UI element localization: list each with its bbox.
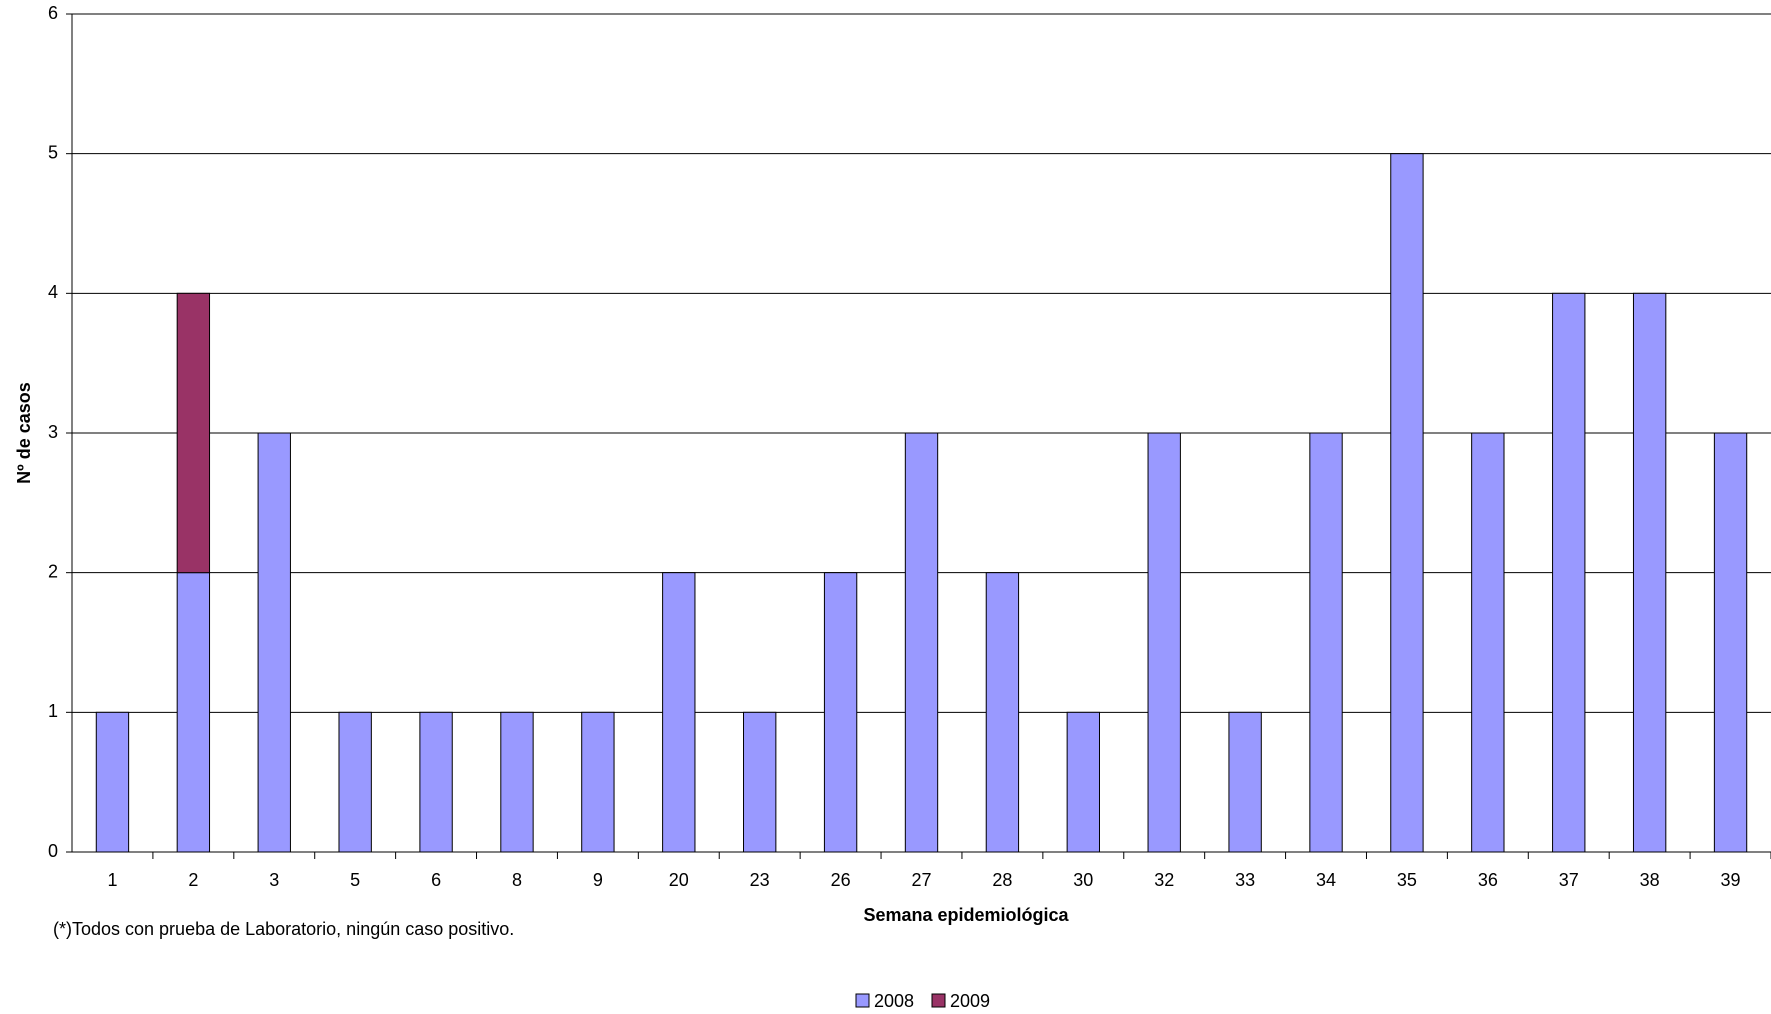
bar bbox=[1066, 711, 1100, 853]
bar bbox=[176, 292, 211, 574]
x-tick-label: 38 bbox=[1640, 870, 1660, 890]
bar bbox=[1147, 432, 1181, 853]
x-axis-label: Semana epidemiológica bbox=[863, 905, 1069, 925]
x-tick-label: 27 bbox=[911, 870, 931, 890]
x-tick-label: 39 bbox=[1721, 870, 1741, 890]
x-tick-label: 33 bbox=[1235, 870, 1255, 890]
y-tick-label: 3 bbox=[48, 422, 58, 442]
bar bbox=[1713, 432, 1748, 853]
x-tick-label: 36 bbox=[1478, 870, 1498, 890]
bar bbox=[823, 572, 858, 853]
bar bbox=[419, 711, 453, 853]
bar bbox=[95, 711, 130, 853]
bar bbox=[500, 711, 534, 853]
bar bbox=[1309, 432, 1343, 853]
x-tick-label: 8 bbox=[512, 870, 522, 890]
bar bbox=[743, 711, 777, 853]
x-tick-label: 3 bbox=[269, 870, 279, 890]
bar bbox=[1390, 153, 1424, 853]
legend-label: 2009 bbox=[950, 991, 990, 1011]
x-tick-label: 9 bbox=[593, 870, 603, 890]
bar bbox=[662, 572, 696, 853]
bar bbox=[338, 711, 372, 853]
x-tick-label: 6 bbox=[431, 870, 441, 890]
x-tick-label: 1 bbox=[107, 870, 117, 890]
x-tick-label: 23 bbox=[750, 870, 770, 890]
bar bbox=[985, 572, 1020, 853]
bar bbox=[1471, 432, 1505, 853]
bar bbox=[1632, 292, 1667, 853]
x-tick-label: 5 bbox=[350, 870, 360, 890]
bar bbox=[257, 432, 291, 853]
legend-label: 2008 bbox=[874, 991, 914, 1011]
y-tick-label: 4 bbox=[48, 282, 58, 302]
bar bbox=[581, 711, 615, 853]
x-tick-label: 32 bbox=[1154, 870, 1174, 890]
x-tick-label: 2 bbox=[188, 870, 198, 890]
x-tick-label: 20 bbox=[669, 870, 689, 890]
x-tick-label: 37 bbox=[1559, 870, 1579, 890]
y-tick-label: 5 bbox=[48, 142, 58, 162]
bar bbox=[176, 572, 211, 853]
x-tick-label: 30 bbox=[1073, 870, 1093, 890]
x-tick-label: 35 bbox=[1397, 870, 1417, 890]
y-tick-label: 1 bbox=[48, 701, 58, 721]
bar bbox=[1228, 711, 1262, 853]
y-tick-label: 6 bbox=[48, 3, 58, 23]
legend-swatch bbox=[931, 993, 946, 1008]
annotation: (*)Todos con prueba de Laboratorio, ning… bbox=[53, 919, 514, 939]
x-tick-label: 26 bbox=[831, 870, 851, 890]
bar bbox=[1552, 292, 1586, 853]
y-tick-label: 0 bbox=[48, 841, 58, 861]
y-tick-label: 2 bbox=[48, 561, 58, 581]
y-axis-label: Nº de casos bbox=[14, 382, 34, 484]
legend-swatch bbox=[855, 993, 870, 1008]
x-tick-label: 28 bbox=[992, 870, 1012, 890]
x-tick-label: 34 bbox=[1316, 870, 1336, 890]
bar bbox=[904, 432, 939, 853]
